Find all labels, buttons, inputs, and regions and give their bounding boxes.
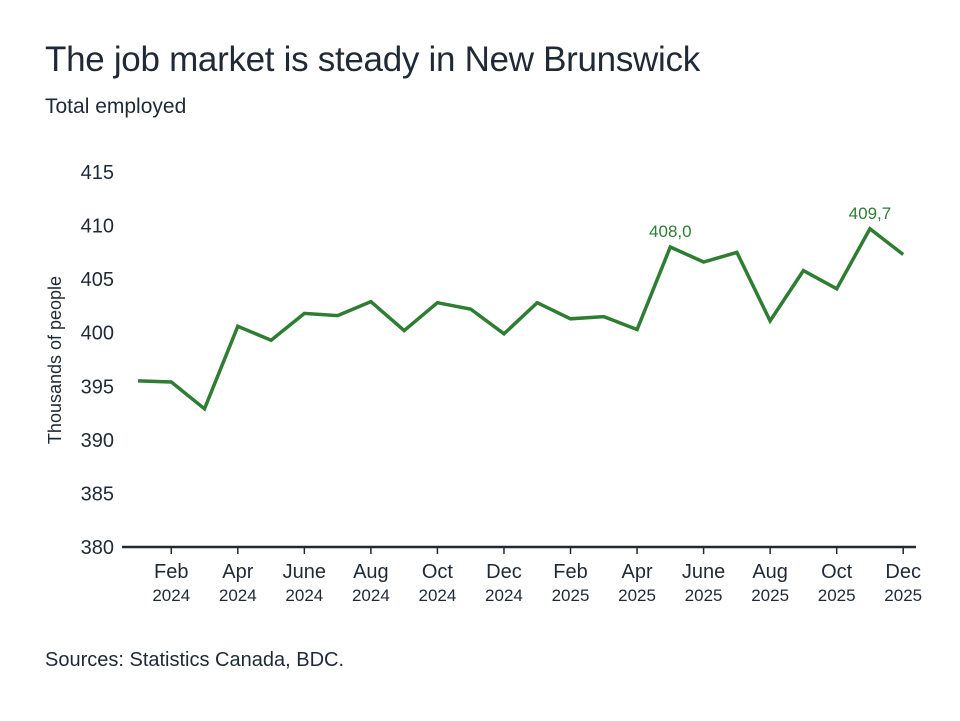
x-tick-month: Aug	[353, 561, 389, 583]
x-tick-year: 2025	[751, 586, 789, 605]
x-tick-year: 2025	[618, 586, 656, 605]
x-tick-month: June	[283, 561, 326, 583]
y-tick-label: 385	[81, 483, 114, 505]
series-line	[137, 226, 905, 412]
x-tick-year: 2025	[685, 586, 723, 605]
data-label: 409,7	[849, 204, 892, 223]
x-tick-year: 2025	[818, 586, 856, 605]
x-tick-month: Feb	[154, 561, 188, 583]
x-tick-month: Aug	[752, 561, 788, 583]
x-tick-month: Feb	[553, 561, 587, 583]
chart-title: The job market is steady in New Brunswic…	[45, 40, 700, 79]
y-axis-ticks: 380 385 390 395 400 405 410 415	[81, 162, 114, 559]
x-tick-year: 2024	[285, 586, 323, 605]
source-note: Sources: Statistics Canada, BDC.	[45, 649, 345, 671]
x-axis-ticks: Feb 2024 Apr 2024 June 2024 Aug 2024 Oct 2024 Dec 2…	[152, 547, 922, 605]
x-tick-month: Oct	[422, 561, 454, 583]
y-tick-label: 415	[81, 162, 114, 184]
x-tick-year: 2025	[552, 586, 590, 605]
data-label: 408,0	[649, 222, 692, 241]
x-tick-month: Oct	[821, 561, 853, 583]
y-tick-label: 395	[81, 376, 114, 398]
x-tick-year: 2025	[884, 586, 922, 605]
x-tick-year: 2024	[352, 586, 390, 605]
x-tick-year: 2024	[219, 586, 257, 605]
chart-subtitle: Total employed	[45, 95, 187, 118]
x-tick-month: June	[682, 561, 725, 583]
x-tick-year: 2024	[419, 586, 457, 605]
y-tick-label: 410	[81, 216, 114, 238]
x-tick-month: Apr	[621, 561, 652, 583]
x-tick-month: Dec	[486, 561, 522, 583]
y-tick-label: 405	[81, 269, 114, 291]
y-tick-label: 400	[81, 323, 114, 345]
x-tick-month: Apr	[222, 561, 253, 583]
x-tick-month: Dec	[885, 561, 921, 583]
x-tick-year: 2024	[485, 586, 523, 605]
y-tick-label: 390	[81, 430, 114, 452]
x-tick-year: 2024	[152, 586, 190, 605]
y-tick-label: 380	[81, 537, 114, 559]
y-axis-label: Thousands of people	[45, 276, 65, 444]
data-labels: 408,0 409,7	[649, 204, 891, 241]
